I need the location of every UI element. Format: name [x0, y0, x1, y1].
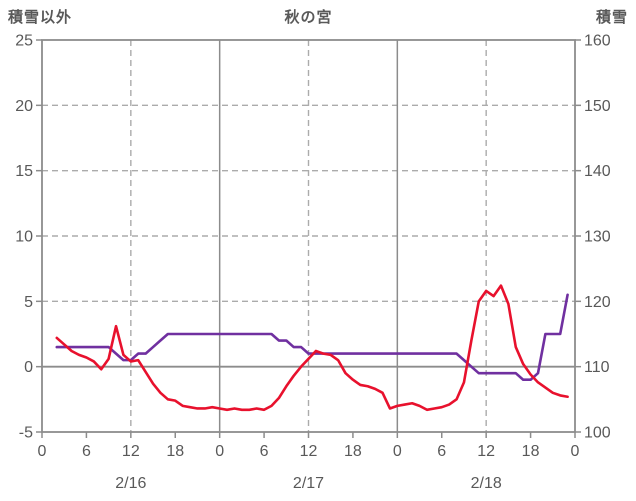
x-tick-label: 18 [522, 443, 540, 460]
left-tick-label: 25 [15, 33, 33, 50]
chart-title: 秋の宮 [284, 9, 333, 26]
left-tick-label: -5 [19, 425, 33, 442]
left-tick-label: 20 [15, 98, 33, 115]
right-tick-label: 130 [584, 229, 611, 246]
x-tick-label: 12 [477, 443, 495, 460]
right-tick-label: 110 [584, 359, 610, 376]
left-tick-label: 0 [24, 359, 33, 376]
right-tick-label: 120 [584, 294, 611, 311]
left-tick-label: 5 [24, 294, 33, 311]
x-tick-label: 18 [344, 443, 362, 460]
x-tick-label: 6 [260, 443, 269, 460]
x-tick-label: 12 [122, 443, 140, 460]
x-tick-label: 18 [166, 443, 184, 460]
right-tick-label: 160 [584, 33, 611, 50]
x-tick-label: 6 [82, 443, 91, 460]
right-tick-label: 140 [584, 163, 611, 180]
series-line-1 [55, 284, 569, 412]
x-tick-label: 0 [393, 443, 402, 460]
x-tick-label: 0 [38, 443, 47, 460]
left-tick-label: 15 [15, 163, 33, 180]
left-tick-label: 10 [15, 229, 33, 246]
x-date-label: 2/16 [115, 475, 146, 492]
left-axis-title: 積雪以外 [8, 9, 73, 26]
right-axis-title: 積雪 [595, 9, 628, 26]
x-tick-label: 0 [215, 443, 224, 460]
x-tick-label: 6 [437, 443, 446, 460]
right-tick-label: 100 [584, 425, 611, 442]
x-date-label: 2/17 [293, 475, 324, 492]
x-tick-label: 12 [300, 443, 318, 460]
x-date-label: 2/18 [471, 475, 502, 492]
x-tick-label: 0 [571, 443, 580, 460]
right-tick-label: 150 [584, 98, 611, 115]
